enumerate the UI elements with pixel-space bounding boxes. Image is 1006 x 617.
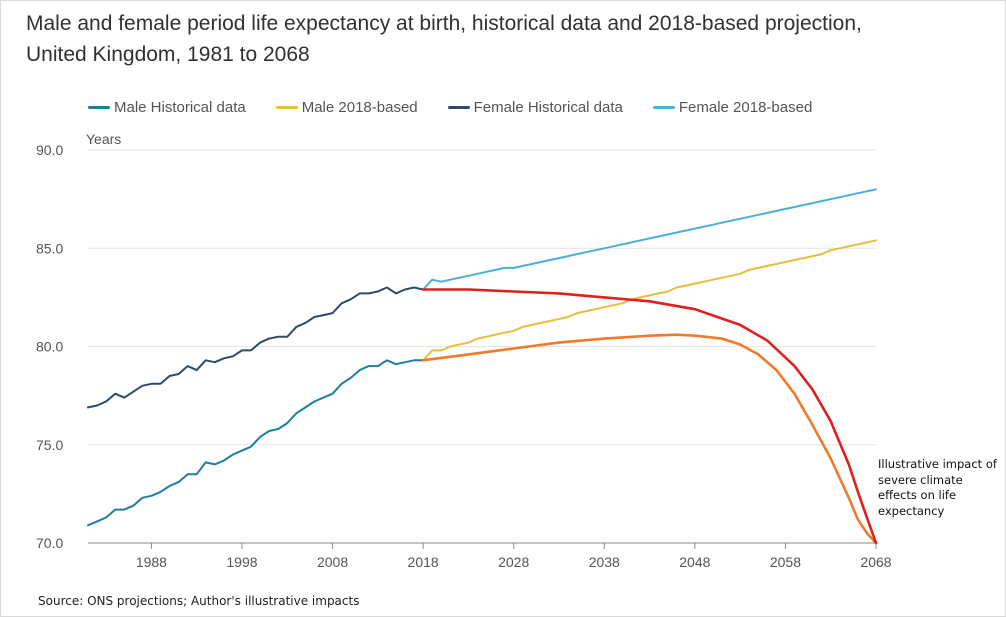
legend-item-male-historical: Male Historical data [88,99,246,116]
x-tick-label: 2018 [408,554,439,570]
legend-item-female-projection: Female 2018-based [652,98,813,116]
axes: 70.0 75.0 80.0 85.0 90.0 Years 1988 1998 2008 201… [36,131,892,570]
legend-label: Female Historical data [473,98,623,116]
series-line-1 [422,239,877,362]
legend-swatch [88,105,110,109]
gridlines [88,149,876,446]
x-tick-label: 2038 [589,554,620,570]
x-tick-label: 2028 [498,554,529,570]
legend-swatch [652,105,675,109]
y-axis-label: Years [86,131,121,147]
x-tick-label: 2048 [679,554,710,570]
legend-item-female-historical: Female Historical data [447,98,623,116]
series-line-2 [87,286,425,409]
series-line-3 [422,188,877,291]
chart-title: Male and female period life expectancy a… [26,12,862,66]
series-lines [87,188,878,545]
legend-label: Female 2018-based [678,98,813,116]
legend-item-male-projection: Male 2018-based [275,98,418,116]
y-tick-label: 85.0 [36,240,63,256]
y-tick-label: 80.0 [36,339,63,355]
legend-label: Male 2018-based [301,98,418,116]
y-tick-label: 90.0 [36,142,63,158]
legend-label: Male Historical data [114,98,246,116]
series-line-5 [421,333,878,545]
series-line-0 [87,359,425,527]
source-note: Source: ONS projections; Author's illust… [38,594,360,608]
y-tick-label: 75.0 [36,437,63,453]
x-tick-label: 2068 [860,554,891,570]
legend: Male Historical data Male 2018-based Fem… [88,96,842,118]
x-tick-label: 2058 [770,554,801,570]
series-line-4 [421,288,878,545]
y-tick-label: 70.0 [36,535,63,551]
x-tick-label: 1998 [226,554,257,570]
legend-swatch [275,105,298,109]
climate-impact-annotation: Illustrative impact of severe climate ef… [878,457,997,518]
x-tick-label: 1988 [136,554,167,570]
x-tick-label: 2008 [317,554,348,570]
legend-swatch [447,105,470,109]
